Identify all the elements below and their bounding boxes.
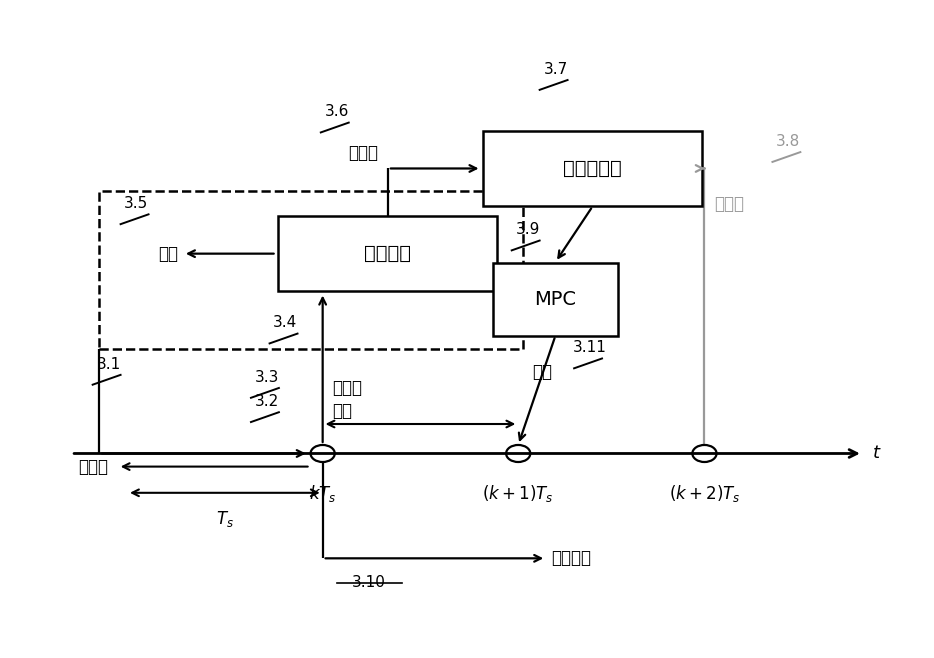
Text: 3.5: 3.5 [124,196,149,211]
Text: 3.2: 3.2 [255,394,279,409]
Text: 装载: 装载 [532,363,552,380]
Text: 3.6: 3.6 [324,105,348,119]
Text: $kT_s$: $kT_s$ [309,483,336,504]
Text: 控制延迟: 控制延迟 [551,549,591,567]
Text: $(k+2)T_s$: $(k+2)T_s$ [669,483,741,504]
Bar [278,216,497,291]
Text: 参考值: 参考值 [714,195,743,213]
Text: $T_s$: $T_s$ [216,509,234,529]
Text: 3.9: 3.9 [516,222,540,238]
Bar [99,191,523,349]
Text: 时间线: 时间线 [78,457,108,476]
Text: 3.10: 3.10 [352,574,386,590]
Text: 3.7: 3.7 [544,62,568,77]
Text: 3.11: 3.11 [573,340,607,355]
Text: 采样: 采样 [332,402,352,420]
Text: MPC: MPC [534,290,576,309]
Text: 预测值: 预测值 [348,144,378,162]
Text: $t$: $t$ [872,445,882,463]
Bar [483,131,702,206]
Text: 无差拍控制: 无差拍控制 [563,159,622,178]
Text: 采样值: 采样值 [332,379,362,397]
Text: 3.4: 3.4 [274,315,298,330]
Bar [492,263,618,336]
Text: 电流预测: 电流预测 [364,244,411,263]
Text: 3.1: 3.1 [96,357,120,372]
Text: 3.8: 3.8 [776,134,800,149]
Text: 补偿: 补偿 [159,245,178,263]
Text: $(k+1)T_s$: $(k+1)T_s$ [483,483,554,504]
Text: 3.3: 3.3 [255,370,279,385]
